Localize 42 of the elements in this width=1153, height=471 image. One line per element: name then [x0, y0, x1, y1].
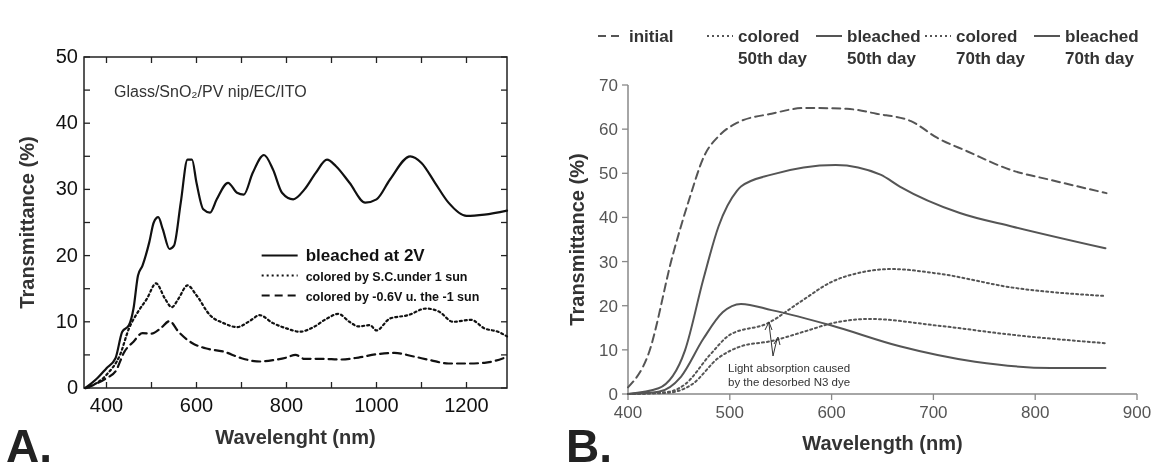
- x-tick-label: 400: [613, 403, 643, 422]
- text: A.: [6, 420, 52, 471]
- legend-label: colored by -0.6V u. the -1 sun: [305, 289, 480, 304]
- legend-label: colored 70th day: [956, 27, 1026, 68]
- y-tick-label: 10: [599, 340, 618, 360]
- y-tick-label: 40: [599, 208, 618, 228]
- x-tick-label: 800: [1021, 403, 1050, 422]
- legend-label: initial: [629, 27, 674, 46]
- y-axis-title: Transmittance (%): [566, 153, 588, 326]
- y-tick-label: 30: [599, 252, 618, 272]
- y-tick-label: 10: [55, 309, 78, 332]
- legend-label: bleached 50th day: [847, 27, 921, 68]
- y-tick-label: 50: [599, 164, 618, 184]
- y-axis-title: Transmittance (%): [16, 136, 38, 309]
- x-tick-label: 600: [179, 394, 214, 416]
- x-tick-label: 800: [269, 394, 304, 416]
- text: B.: [566, 420, 612, 471]
- x-tick-label: 400: [89, 394, 124, 416]
- y-tick-label: 0: [66, 376, 78, 398]
- legend-label: bleached at 2V: [305, 245, 426, 265]
- legend-label: bleached 70th day: [1065, 27, 1139, 68]
- y-tick-label: 60: [599, 120, 618, 140]
- x-tick-label: 1000: [354, 394, 399, 416]
- y-tick-label: 70: [599, 76, 618, 95]
- y-tick-label: 50: [55, 45, 78, 67]
- x-tick-label: 1200: [444, 394, 489, 416]
- y-tick-label: 20: [599, 296, 618, 316]
- x-axis-title: Wavelenght (nm): [215, 426, 376, 448]
- legend-label: colored by S.C.under 1 sun: [305, 269, 468, 284]
- y-tick-label: 30: [55, 177, 78, 200]
- y-tick-label: 0: [608, 385, 618, 404]
- annotation: Glass/SnO₂/PV nip/EC/ITO: [114, 83, 307, 100]
- y-tick-label: 40: [55, 111, 78, 134]
- x-tick-label: 500: [715, 403, 744, 422]
- x-tick-label: 600: [817, 403, 846, 422]
- annotation: Light absorption caused by the desorbed N3 dye: [728, 362, 851, 388]
- x-axis-title: Wavelength (nm): [802, 432, 963, 454]
- legend-label: colored 50th day: [738, 27, 808, 68]
- y-tick-label: 20: [55, 243, 78, 266]
- x-tick-label: 900: [1122, 403, 1152, 422]
- line-series: [627, 106, 1108, 389]
- x-tick-label: 700: [919, 403, 948, 422]
